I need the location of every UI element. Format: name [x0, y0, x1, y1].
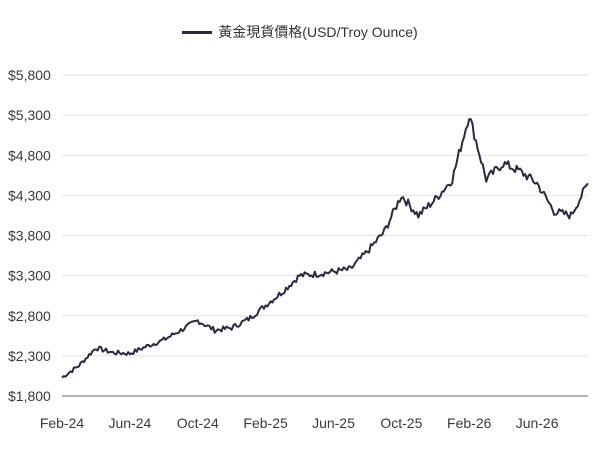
x-tick-label: Jun-25	[312, 415, 355, 431]
y-tick-label: $3,800	[8, 228, 51, 244]
series-line-gold-price	[61, 118, 589, 379]
y-tick-label: $4,300	[8, 187, 51, 203]
x-tick-label: Feb-25	[243, 415, 288, 431]
y-tick-label: $5,800	[8, 67, 51, 83]
y-tick-label: $2,300	[8, 348, 51, 364]
x-tick-label: Feb-24	[40, 415, 85, 431]
y-tick-label: $1,800	[8, 388, 51, 404]
y-tick-label: $4,800	[8, 147, 51, 163]
x-tick-label: Oct-24	[177, 415, 219, 431]
y-tick-label: $5,300	[8, 107, 51, 123]
x-tick-label: Jun-26	[516, 415, 559, 431]
y-tick-label: $3,300	[8, 268, 51, 284]
x-tick-label: Feb-26	[447, 415, 492, 431]
x-tick-label: Jun-24	[108, 415, 151, 431]
legend: 黃金現貨價格(USD/Troy Ounce)	[0, 22, 600, 42]
x-tick-label: Oct-25	[380, 415, 422, 431]
legend-swatch	[182, 30, 213, 34]
legend-label: 黃金現貨價格(USD/Troy Ounce)	[218, 24, 418, 40]
y-tick-label: $2,800	[8, 308, 51, 324]
